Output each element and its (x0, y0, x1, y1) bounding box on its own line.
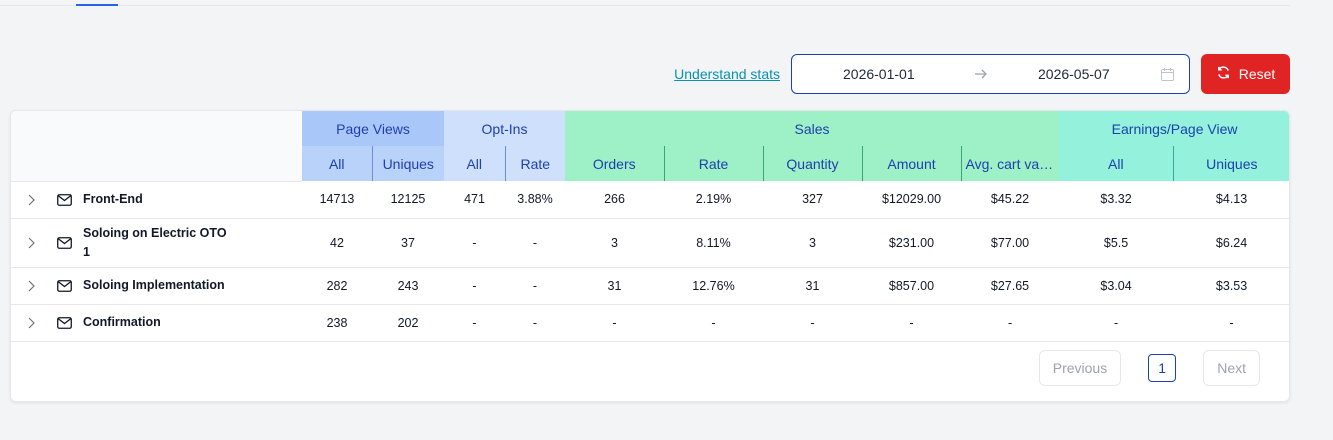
table-cell: 31 (565, 267, 664, 305)
table-cell: 42 (302, 218, 372, 268)
table-cell: - (505, 267, 565, 305)
table-cell: 3 (565, 218, 664, 268)
row-name-cell: Front-End (11, 181, 302, 219)
date-end[interactable]: 2026-05-07 (1038, 66, 1110, 82)
subheader-earn-all: All (1059, 146, 1174, 181)
date-range-picker[interactable]: 2026-01-01 2026-05-07 (791, 54, 1190, 94)
table-cell: $857.00 (862, 267, 961, 305)
row-name: Confirmation (83, 315, 161, 329)
table-cell: $4.13 (1173, 181, 1289, 219)
row-name-cell: Confirmation (11, 304, 302, 342)
table-cell: $27.65 (961, 267, 1060, 305)
table-cell: $77.00 (961, 218, 1060, 268)
table-row[interactable]: Soloing Implementation 282 243- -31 12.76% 31… (11, 267, 1289, 305)
table-cell: 282 (302, 267, 372, 305)
table-cell: 243 (372, 267, 444, 305)
next-button[interactable]: Next (1203, 350, 1260, 386)
page-number-current[interactable]: 1 (1148, 354, 1177, 382)
subheader-pv-uniques: Uniques (371, 146, 444, 181)
understand-stats-link[interactable]: Understand stats (674, 66, 780, 82)
previous-button[interactable]: Previous (1038, 350, 1122, 386)
group-earnings: Earnings/Page View (1059, 111, 1289, 146)
name-column-header (11, 111, 302, 182)
table-cell: 202 (372, 304, 444, 342)
subheader-optin-all: All (444, 146, 505, 181)
table-cell: 238 (302, 304, 372, 342)
calendar-icon (1160, 67, 1175, 87)
table-cell: - (1059, 304, 1174, 342)
subheader-quantity: Quantity (762, 146, 862, 181)
pagination: Previous 1 Next (1038, 350, 1260, 386)
envelope-icon (57, 279, 73, 292)
subheader-sales-rate: Rate (663, 146, 763, 181)
tab-divider (0, 5, 1290, 6)
table-cell: - (505, 218, 565, 268)
row-name: Front-End (83, 192, 143, 206)
envelope-icon (57, 193, 73, 206)
table-row[interactable]: Front-End 14713 12125 471 3.88% 266 2.19% 327 $1… (11, 181, 1289, 219)
row-name: Soloing on Electric OTO 1 (83, 225, 227, 259)
table-cell: - (444, 267, 505, 305)
table-cell: - (565, 304, 664, 342)
date-start[interactable]: 2026-01-01 (843, 66, 915, 82)
table-row[interactable]: Soloing on Electric OTO 1 42 37- -3 8.11% 3 $2… (11, 218, 1289, 268)
table-cell: $6.24 (1173, 218, 1289, 268)
subheader-orders: Orders (565, 146, 664, 181)
chevron-right-icon[interactable] (27, 280, 39, 292)
table-cell: 327 (763, 181, 862, 219)
arrow-right-icon (973, 66, 989, 87)
envelope-icon (57, 316, 73, 329)
table-cell: 471 (444, 181, 505, 219)
table-cell: 12.76% (664, 267, 763, 305)
reset-button[interactable]: Reset (1201, 54, 1290, 94)
row-name-cell: Soloing on Electric OTO 1 (11, 218, 302, 268)
reset-label: Reset (1238, 66, 1276, 82)
refresh-icon (1216, 65, 1231, 83)
table-cell: 3.88% (505, 181, 565, 219)
table-cell: 31 (763, 267, 862, 305)
table-cell: $45.22 (961, 181, 1060, 219)
table-cell: - (444, 304, 505, 342)
chevron-right-icon[interactable] (27, 317, 39, 329)
table-cell: $5.5 (1059, 218, 1174, 268)
table-cell: $3.04 (1059, 267, 1174, 305)
table-cell: - (862, 304, 961, 342)
group-page-views: Page Views (302, 111, 444, 146)
group-opt-ins: Opt-Ins (444, 111, 565, 146)
table-cell: - (664, 304, 763, 342)
row-name-cell: Soloing Implementation (11, 267, 302, 305)
table-cell: 2.19% (664, 181, 763, 219)
subheader-avg-cart: Avg. cart value (960, 146, 1060, 181)
table-cell: $3.53 (1173, 267, 1289, 305)
envelope-icon (57, 236, 73, 249)
table-cell: $12029.00 (862, 181, 961, 219)
table-cell: 8.11% (664, 218, 763, 268)
subheader-earn-uniques: Uniques (1172, 146, 1289, 181)
table-cell: - (763, 304, 862, 342)
subheader-amount: Amount (861, 146, 961, 181)
table-cell: - (505, 304, 565, 342)
table-cell: - (444, 218, 505, 268)
subheader-pv-all: All (302, 146, 372, 181)
table-cell: 37 (372, 218, 444, 268)
active-tab-indicator (76, 4, 118, 6)
group-sales: Sales (565, 111, 1060, 146)
stats-table-card: Page Views Opt-Ins Sales Earnings/Page V… (10, 110, 1290, 402)
table-row[interactable]: Confirmation 238 202- - - - - - - - - (11, 304, 1289, 342)
row-name: Soloing Implementation (83, 278, 225, 292)
stats-table: Page Views Opt-Ins Sales Earnings/Page V… (11, 111, 1289, 342)
chevron-right-icon[interactable] (27, 237, 39, 249)
table-cell: 12125 (372, 181, 444, 219)
table-cell: $3.32 (1059, 181, 1174, 219)
subheader-optin-rate: Rate (504, 146, 565, 181)
table-cell: 14713 (302, 181, 372, 219)
table-cell: - (961, 304, 1060, 342)
chevron-right-icon[interactable] (27, 194, 39, 206)
table-cell: 3 (763, 218, 862, 268)
table-cell: 266 (565, 181, 664, 219)
stats-toolbar: Understand stats 2026-01-01 2026-05-07 R… (674, 54, 1290, 94)
table-cell: $231.00 (862, 218, 961, 268)
table-cell: - (1173, 304, 1289, 342)
